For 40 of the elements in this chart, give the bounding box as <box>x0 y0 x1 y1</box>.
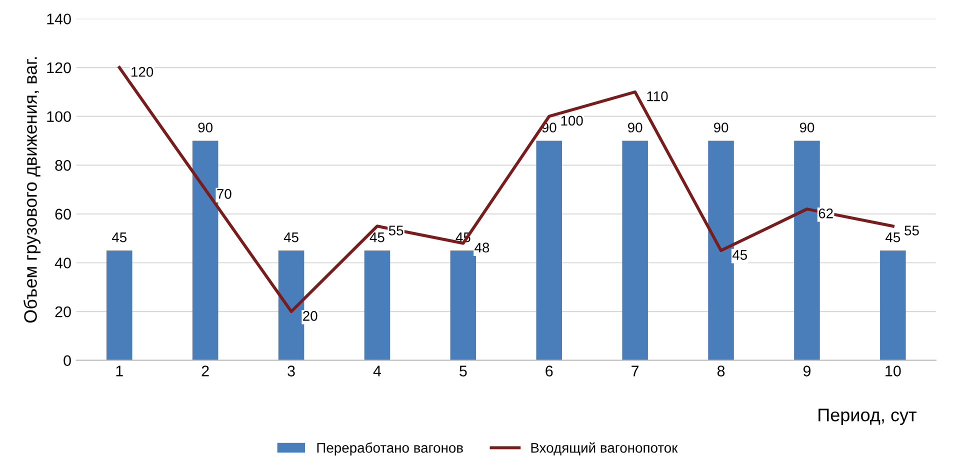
data-label: 55 <box>904 226 919 236</box>
x-tick-label: 9 <box>803 366 810 376</box>
data-label: 90 <box>198 122 213 132</box>
data-label: 45 <box>284 232 298 242</box>
x-tick-label: 3 <box>288 366 295 376</box>
y-tick-label: 40 <box>54 258 71 268</box>
legend-label: Входящий вагонопоток <box>531 442 678 456</box>
data-label: 45 <box>732 250 747 260</box>
y-tick-label: 0 <box>64 355 71 366</box>
x-tick-label: 5 <box>460 366 467 376</box>
data-label: 45 <box>886 232 900 242</box>
y-tick-label: 140 <box>47 14 71 24</box>
data-label: 90 <box>628 122 642 132</box>
data-label: 120 <box>132 66 154 77</box>
legend-label: Переработано вагонов <box>317 442 463 456</box>
data-label: 100 <box>561 116 583 126</box>
data-label: 70 <box>217 188 232 199</box>
y-tick-label: 20 <box>55 306 71 318</box>
data-label: 90 <box>714 122 728 132</box>
y-tick-label: 100 <box>47 111 71 122</box>
x-tick-label: 4 <box>373 366 382 376</box>
data-label: 45 <box>370 232 384 242</box>
x-tick-label: 1 <box>116 366 123 376</box>
y-tick-label: 80 <box>55 160 71 171</box>
data-label: 55 <box>388 226 404 236</box>
y-axis-title: Объем грузового движения, ваг. <box>24 57 40 323</box>
y-tick-label: 120 <box>47 62 71 74</box>
x-tick-label: 10 <box>886 366 901 376</box>
data-label: 110 <box>647 91 668 102</box>
data-label: 62 <box>818 208 833 218</box>
x-tick-label: 6 <box>546 366 553 376</box>
x-tick-label: 8 <box>717 366 725 376</box>
data-label: 90 <box>800 122 814 132</box>
data-label: 45 <box>112 232 127 242</box>
x-axis-title: Период, сут <box>818 408 916 425</box>
x-tick-label: 7 <box>632 366 639 376</box>
x-tick-label: 2 <box>202 366 209 376</box>
y-tick-label: 60 <box>55 208 71 220</box>
data-label: 48 <box>474 242 490 253</box>
data-label: 20 <box>303 311 318 321</box>
